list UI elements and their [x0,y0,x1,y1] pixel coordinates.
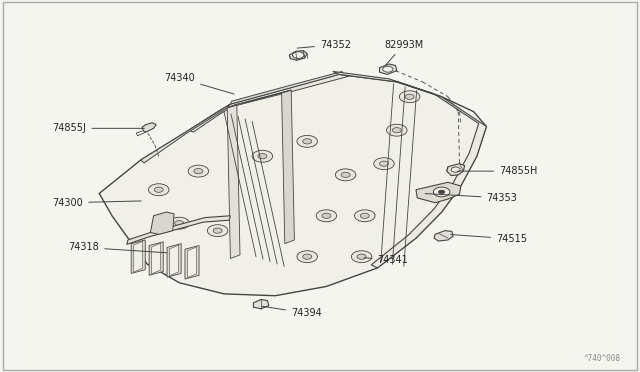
Circle shape [292,52,304,58]
Text: 74515: 74515 [451,234,527,244]
Circle shape [387,124,407,136]
Text: 74352: 74352 [297,40,351,49]
Circle shape [297,135,317,147]
Circle shape [438,190,445,194]
Circle shape [451,167,460,172]
Circle shape [175,221,184,226]
Text: ^740^008: ^740^008 [584,354,621,363]
Polygon shape [131,240,145,273]
Circle shape [297,251,317,263]
Polygon shape [333,71,486,268]
Circle shape [169,217,189,229]
Circle shape [433,187,450,197]
Polygon shape [434,231,453,241]
Polygon shape [380,64,397,74]
Circle shape [207,225,228,237]
Polygon shape [282,90,294,244]
Polygon shape [189,74,349,132]
Circle shape [194,169,203,174]
Text: 74300: 74300 [52,198,141,208]
Polygon shape [185,246,199,279]
Text: 74353: 74353 [425,193,517,203]
Polygon shape [167,244,181,277]
Circle shape [303,254,312,259]
Text: 74394: 74394 [262,306,322,318]
Polygon shape [141,104,230,163]
Circle shape [303,139,312,144]
Circle shape [335,169,356,181]
Circle shape [399,91,420,103]
Polygon shape [227,90,291,108]
Polygon shape [188,247,196,278]
Circle shape [148,184,169,196]
Circle shape [383,66,393,72]
Polygon shape [149,242,163,275]
Text: 74340: 74340 [164,73,234,94]
Polygon shape [227,104,240,259]
Polygon shape [99,74,486,296]
Circle shape [341,172,350,177]
Circle shape [405,94,414,99]
Circle shape [360,213,369,218]
Text: 74341: 74341 [364,256,408,265]
Text: 74855J: 74855J [52,124,145,133]
Circle shape [188,165,209,177]
Circle shape [355,210,375,222]
Circle shape [252,150,273,162]
Circle shape [380,161,388,166]
Circle shape [357,254,366,259]
Polygon shape [142,123,156,132]
Circle shape [213,228,222,233]
Text: 82993M: 82993M [384,40,423,65]
Polygon shape [152,243,161,274]
Polygon shape [416,182,461,203]
Polygon shape [289,51,307,60]
Circle shape [322,213,331,218]
Circle shape [351,251,372,263]
Circle shape [258,154,267,159]
Text: 74855H: 74855H [457,166,538,176]
Polygon shape [134,241,143,272]
Text: 74318: 74318 [68,243,167,253]
Circle shape [392,128,401,133]
Circle shape [154,187,163,192]
Polygon shape [253,299,269,309]
Polygon shape [230,71,342,104]
Polygon shape [127,216,230,244]
Circle shape [374,158,394,170]
Circle shape [316,210,337,222]
Polygon shape [447,164,465,176]
Polygon shape [170,245,179,276]
Polygon shape [150,212,174,234]
